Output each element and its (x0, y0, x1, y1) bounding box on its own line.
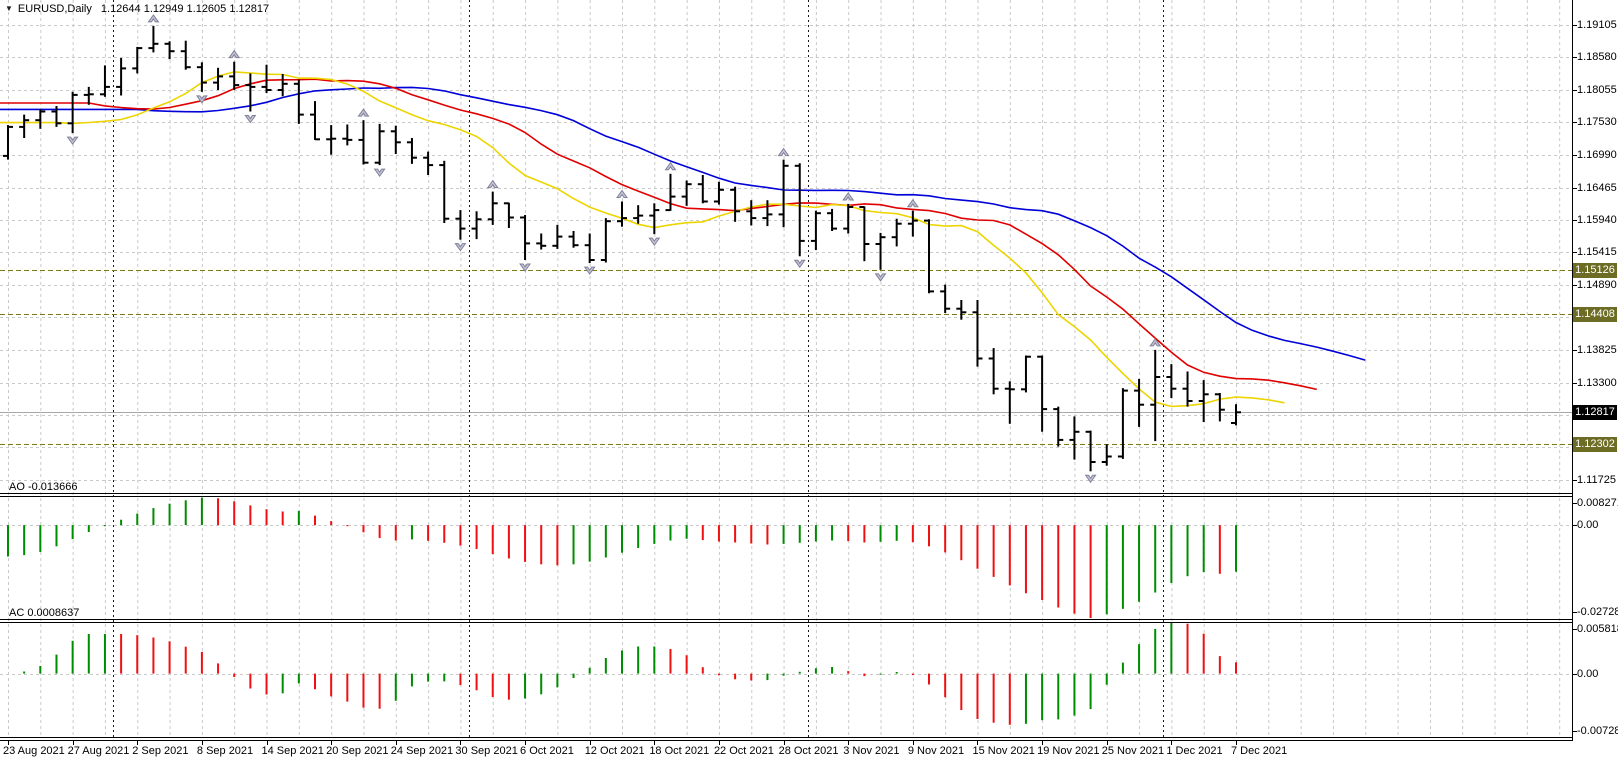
ohlc-bars (3, 25, 1242, 472)
time-axis-label: 22 Oct 2021 (713, 745, 774, 757)
time-axis-label: 8 Sep 2021 (196, 745, 254, 757)
level-price-box: 1.15126 (1573, 262, 1617, 278)
fractal-up-icon (777, 147, 790, 157)
pane-borders (0, 0, 1577, 745)
ao-indicator-label: AO -0.013666 (9, 481, 78, 493)
price-tick-label: 1.13300 (1577, 376, 1617, 389)
indicator-axis-label: -0.027282 (1577, 606, 1618, 618)
bid-price-box: 1.12817 (1573, 404, 1617, 420)
fractal-down-icon (195, 95, 208, 104)
price-tick-label: 1.11725 (1577, 473, 1616, 486)
grid-layer (0, 0, 1572, 737)
pane-separator-ao-ac[interactable] (0, 617, 1572, 624)
fractal-down-icon (1084, 474, 1097, 484)
price-tick-label: 1.14890 (1577, 278, 1617, 291)
time-axis-label: 25 Nov 2021 (1101, 745, 1165, 757)
time-axis-label: 1 Dec 2021 (1166, 745, 1223, 757)
time-axis-label: 3 Nov 2021 (843, 745, 900, 757)
time-axis-label: 14 Sep 2021 (261, 745, 324, 757)
chart-title: ▼ EURUSD,Daily 1.12644 1.12949 1.12605 1.1… (5, 3, 269, 15)
price-tick-label: 1.19105 (1577, 19, 1617, 31)
ac-indicator-label: AC 0.0008637 (9, 607, 80, 619)
price-tick-label: 1.15940 (1577, 213, 1617, 226)
fractal-up-icon (616, 189, 628, 198)
current-bar-ohlc: 1.12644 1.12949 1.12605 1.12817 (100, 3, 270, 15)
time-axis-label: 6 Oct 2021 (520, 745, 574, 757)
alligator-jaw-line (0, 86, 1366, 361)
ac-histogram (23, 623, 1238, 725)
price-tick-label: 1.13825 (1577, 344, 1617, 357)
fractal-up-icon (906, 198, 919, 208)
price-tick-label: 1.18580 (1577, 51, 1617, 64)
symbol-timeframe-label: EURUSD,Daily (17, 3, 92, 15)
time-axis-label: 30 Sep 2021 (455, 745, 518, 757)
fractal-down-icon (66, 136, 79, 145)
time-axis-label: 7 Dec 2021 (1231, 745, 1288, 757)
ao-histogram (7, 497, 1238, 618)
time-axis-label: 24 Sep 2021 (390, 745, 454, 757)
fractal-down-icon (874, 273, 887, 282)
indicator-axis-label: 0.00 (1577, 519, 1599, 532)
time-axis-label: 9 Nov 2021 (907, 745, 965, 757)
fractal-down-icon (244, 115, 257, 124)
fractal-up-icon (1149, 338, 1162, 347)
fractal-down-icon (519, 263, 532, 272)
time-axis[interactable] (0, 741, 1618, 760)
fractal-down-icon (648, 237, 661, 246)
indicator-axis-label: 0.00 (1577, 667, 1599, 680)
price-level-lines (0, 270, 1572, 445)
time-axis-label: 20 Sep 2021 (326, 745, 389, 757)
time-axis-label: 2 Sep 2021 (132, 745, 189, 757)
time-axis-label: 27 Aug 2021 (67, 745, 130, 757)
fractal-up-icon (357, 108, 370, 117)
alligator-teeth-line (0, 78, 1317, 391)
price-tick-label: 1.17530 (1577, 116, 1617, 129)
price-tick-label: 1.16990 (1577, 149, 1617, 162)
indicator-axis-label: 0.0058187 (1577, 623, 1618, 635)
fractal-up-icon (228, 49, 241, 59)
fractal-arrows (66, 14, 1162, 484)
level-price-box: 1.14408 (1573, 306, 1617, 322)
fractal-down-icon (583, 266, 596, 275)
indicator-axis-label: 0.008271 (1577, 497, 1618, 509)
price-tick-label: 1.15415 (1577, 246, 1617, 259)
time-axis-label: 18 Oct 2021 (649, 745, 710, 757)
time-axis-label: 19 Nov 2021 (1037, 745, 1100, 757)
fractal-up-icon (486, 179, 499, 189)
month-separator-lines (113, 0, 1164, 737)
time-axis-label: 23 Aug 2021 (3, 745, 65, 757)
fractal-down-icon (373, 168, 386, 177)
price-axis[interactable] (1572, 0, 1618, 741)
time-axis-label: 28 Oct 2021 (778, 745, 839, 757)
fractal-down-icon (454, 243, 467, 252)
fractal-up-icon (842, 192, 855, 201)
fractal-up-icon (147, 14, 160, 23)
symbol-dropdown-icon[interactable]: ▼ (5, 4, 13, 13)
fractal-down-icon (793, 259, 806, 269)
alligator-lips-line (0, 71, 1285, 408)
time-axis-label: 12 Oct 2021 (584, 745, 645, 757)
fractal-up-icon (664, 161, 677, 171)
price-tick-label: 1.18055 (1577, 83, 1617, 96)
pane-separator-main-ao[interactable] (0, 491, 1572, 498)
price-tick-label: 1.16465 (1577, 181, 1617, 194)
time-axis-label: 15 Nov 2021 (972, 745, 1035, 757)
level-price-box: 1.12302 (1573, 436, 1617, 452)
